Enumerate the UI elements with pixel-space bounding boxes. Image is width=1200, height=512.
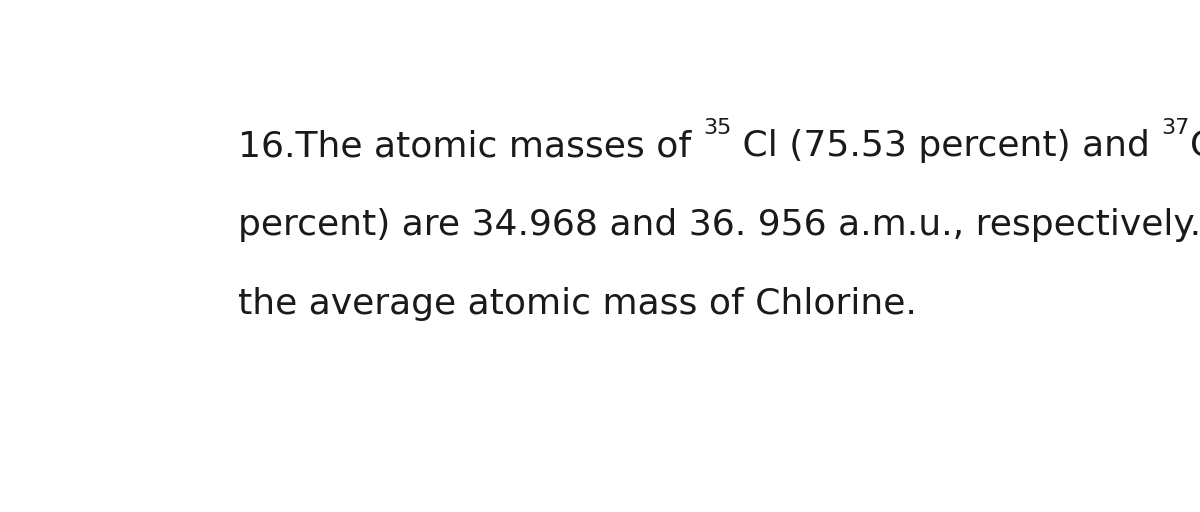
Text: 37: 37 bbox=[1162, 118, 1190, 138]
Text: 16.The atomic masses of: 16.The atomic masses of bbox=[239, 129, 703, 163]
Text: Cl (75.53 percent) and: Cl (75.53 percent) and bbox=[731, 129, 1162, 163]
Text: percent) are 34.968 and 36. 956 a.m.u., respectively. Calculate: percent) are 34.968 and 36. 956 a.m.u., … bbox=[239, 208, 1200, 242]
Text: 35: 35 bbox=[703, 118, 731, 138]
Text: the average atomic mass of Chlorine.: the average atomic mass of Chlorine. bbox=[239, 287, 917, 321]
Text: Cl (24.47: Cl (24.47 bbox=[1190, 129, 1200, 163]
